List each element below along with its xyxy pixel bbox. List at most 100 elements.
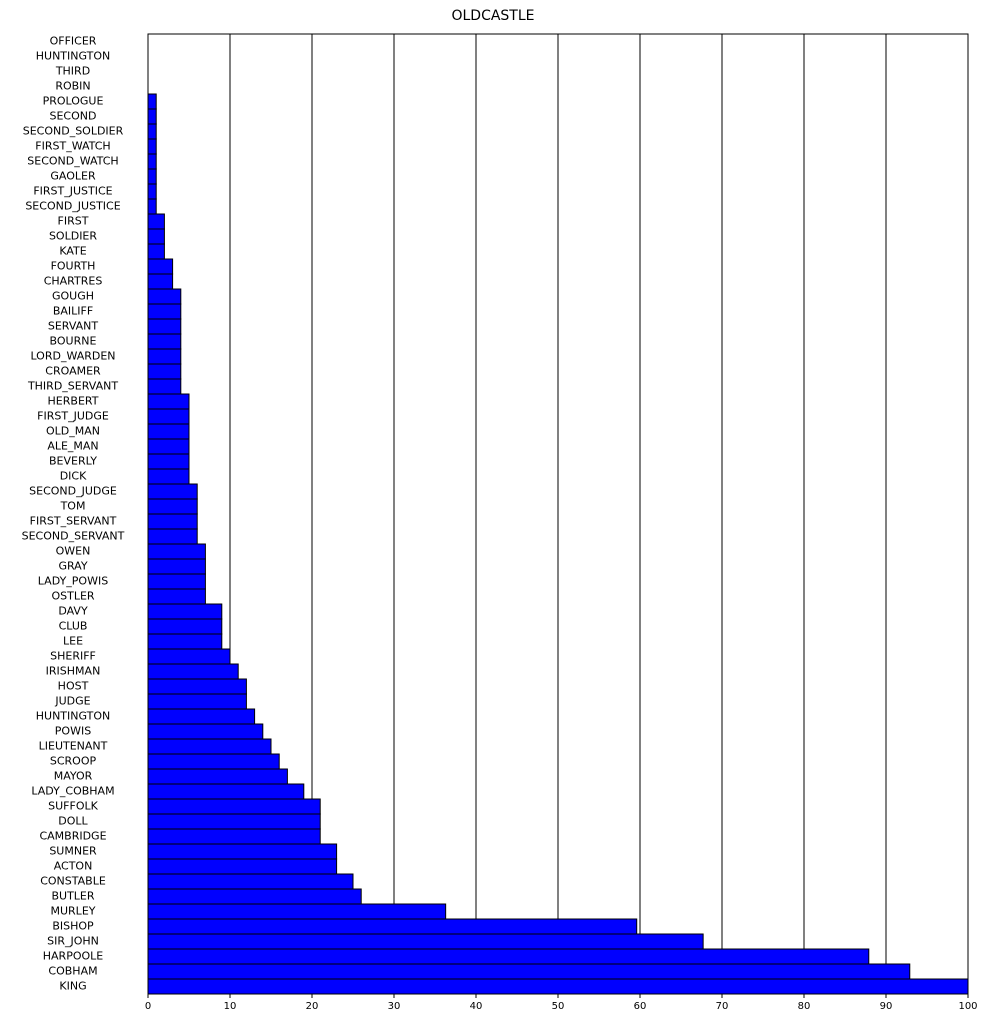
y-tick-label: CLUB <box>59 620 88 633</box>
y-tick-label: KING <box>59 980 86 993</box>
bar <box>147 813 321 830</box>
bar <box>147 108 157 125</box>
y-tick-label: SCROOP <box>50 755 97 768</box>
bar <box>147 198 157 215</box>
y-tick-label: OLD_MAN <box>46 425 100 438</box>
bar <box>147 918 638 935</box>
y-tick-label: POWIS <box>55 725 91 738</box>
bar <box>147 348 182 365</box>
y-tick-label: OFFICER <box>50 35 97 48</box>
y-tick-label: SUMNER <box>49 845 97 858</box>
y-tick-label: SECOND_SERVANT <box>22 530 125 543</box>
bar <box>147 288 182 305</box>
bar <box>147 153 157 170</box>
x-tick-label: 80 <box>798 1001 811 1012</box>
x-tick-label: 0 <box>145 1001 151 1012</box>
y-tick-label: LIEUTENANT <box>39 740 108 753</box>
y-tick-label: MAYOR <box>54 770 93 783</box>
x-tick-label: 100 <box>958 1001 977 1012</box>
y-tick-label: GOUGH <box>52 290 94 303</box>
y-tick-label: MURLEY <box>51 905 96 918</box>
bar <box>147 933 704 950</box>
bar <box>147 708 256 725</box>
bar <box>147 318 182 335</box>
y-tick-label: ACTON <box>54 860 93 873</box>
bar <box>147 303 182 320</box>
bar <box>147 258 174 275</box>
y-tick-label: SECOND_JUSTICE <box>25 200 120 213</box>
y-tick-label: HOST <box>58 680 89 693</box>
y-tick-label: TOM <box>60 500 86 513</box>
bar <box>147 513 198 530</box>
bar <box>147 228 165 245</box>
bar <box>147 663 239 680</box>
bar <box>147 528 198 545</box>
y-tick-label: KATE <box>59 245 86 258</box>
y-tick-label: BEVERLY <box>49 455 97 468</box>
bar <box>147 828 321 845</box>
bar <box>147 678 247 695</box>
y-tick-label: SECOND_WATCH <box>27 155 118 168</box>
y-tick-label: LADY_COBHAM <box>31 785 114 798</box>
bar <box>147 633 223 650</box>
y-tick-label: SUFFOLK <box>48 800 98 813</box>
y-tick-label: DICK <box>60 470 87 483</box>
bar <box>147 753 280 770</box>
x-tick-label: 70 <box>716 1001 729 1012</box>
bar <box>147 363 182 380</box>
y-tick-label: SECOND <box>50 110 97 123</box>
y-tick-label: ALE_MAN <box>47 440 98 453</box>
bar <box>147 243 165 260</box>
bar <box>147 273 174 290</box>
y-tick-label: CHARTRES <box>44 275 103 288</box>
y-tick-label: PROLOGUE <box>43 95 104 108</box>
y-tick-label: OWEN <box>56 545 91 558</box>
x-tick-label: 60 <box>634 1001 647 1012</box>
y-tick-label: BAILIFF <box>53 305 93 318</box>
bar <box>147 468 190 485</box>
y-tick-label: LORD_WARDEN <box>30 350 115 363</box>
y-tick-label: CAMBRIDGE <box>39 830 106 843</box>
bar <box>147 483 198 500</box>
bar <box>147 888 362 905</box>
bar <box>147 438 190 455</box>
y-tick-label: HARPOOLE <box>43 950 104 963</box>
bar <box>147 378 182 395</box>
y-tick-label: FIRST_JUSTICE <box>33 185 112 198</box>
bar <box>147 123 157 140</box>
y-tick-label: SECOND_SOLDIER <box>23 125 124 138</box>
bar <box>147 138 157 155</box>
y-tick-label: LADY_POWIS <box>38 575 108 588</box>
bar <box>147 618 223 635</box>
y-tick-label: BOURNE <box>50 335 97 348</box>
y-tick-label: OSTLER <box>51 590 94 603</box>
y-tick-label: SOLDIER <box>49 230 97 243</box>
y-tick-label: ROBIN <box>55 80 90 93</box>
y-tick-label: SERVANT <box>48 320 99 333</box>
bar <box>147 183 157 200</box>
y-tick-label: BISHOP <box>52 920 94 933</box>
bar <box>147 168 157 185</box>
y-tick-label: DOLL <box>58 815 88 828</box>
y-tick-label: HERBERT <box>48 395 99 408</box>
y-tick-label: BUTLER <box>51 890 94 903</box>
bar <box>147 738 272 755</box>
bar <box>147 873 354 890</box>
chart-title: OLDCASTLE <box>451 8 534 24</box>
bar <box>147 843 338 860</box>
bar <box>147 423 190 440</box>
bar <box>147 573 206 590</box>
y-tick-label: HUNTINGTON <box>36 710 110 723</box>
x-tick-label: 30 <box>388 1001 401 1012</box>
x-tick-label: 20 <box>306 1001 319 1012</box>
bar <box>147 408 190 425</box>
bar <box>147 858 338 875</box>
bar <box>147 453 190 470</box>
bar <box>147 963 911 980</box>
y-tick-label: GAOLER <box>50 170 96 183</box>
y-tick-label: LEE <box>63 635 83 648</box>
bar <box>147 903 447 920</box>
bar <box>147 693 247 710</box>
bar <box>147 393 190 410</box>
